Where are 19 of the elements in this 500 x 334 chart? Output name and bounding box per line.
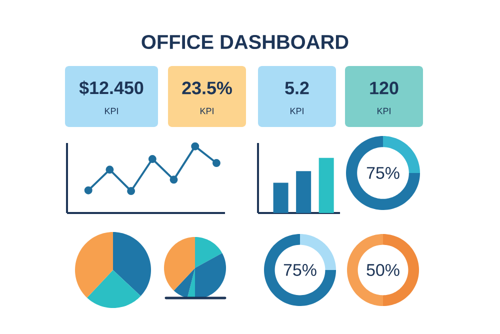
text: KPI	[378, 108, 390, 114]
category-label: 120	[370, 82, 398, 94]
point	[170, 176, 178, 184]
data-label: 50%	[366, 264, 400, 276]
text: OFFICE DASHBOARD	[142, 34, 348, 50]
point	[148, 155, 156, 163]
text: KPI	[290, 108, 304, 114]
category-label: 5.2	[285, 82, 309, 94]
point	[191, 142, 200, 150]
text: KPI	[105, 108, 118, 114]
data-label: 75%	[366, 167, 400, 179]
data-label: 75%	[284, 264, 316, 276]
point	[106, 166, 114, 174]
text: KPI	[200, 108, 214, 114]
point	[212, 159, 220, 167]
point	[84, 186, 92, 194]
category-label: $12.450	[79, 80, 144, 96]
category-label: 23.5%	[182, 82, 232, 94]
point	[127, 187, 136, 195]
